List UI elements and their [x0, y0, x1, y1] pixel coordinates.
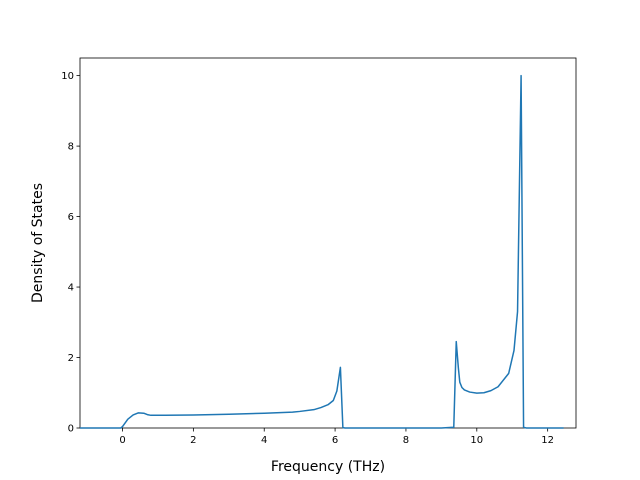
x-tick-label: 8	[403, 435, 409, 446]
y-tick-label: 6	[68, 212, 74, 223]
y-tick-label: 0	[68, 424, 74, 435]
y-tick-label: 8	[68, 142, 74, 153]
y-tick-label: 10	[61, 71, 74, 82]
x-tick-label: 6	[332, 435, 338, 446]
y-tick-label: 2	[68, 353, 74, 364]
x-axis-ticks: 0 2 4 6 8 10 12	[119, 428, 554, 446]
x-tick-label: 10	[470, 435, 483, 446]
plot-area-frame	[79, 57, 577, 429]
x-tick-label: 2	[190, 435, 196, 446]
y-axis-ticks: 0 2 4 6 8 10	[61, 71, 80, 435]
dos-series-line	[80, 74, 564, 429]
x-tick-label: 4	[261, 435, 267, 446]
y-tick-label: 4	[68, 283, 74, 294]
x-tick-label: 12	[541, 435, 554, 446]
x-tick-label: 0	[119, 435, 125, 446]
x-axis-label: Frequency (THz)	[271, 459, 385, 475]
y-axis-label: Density of States	[30, 183, 46, 303]
